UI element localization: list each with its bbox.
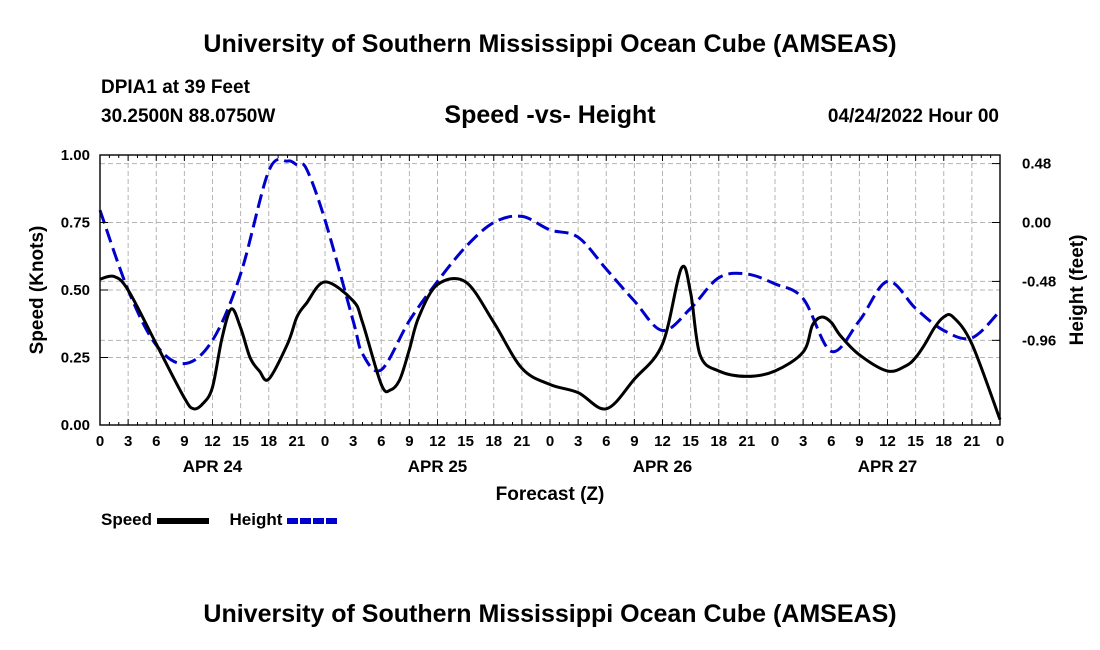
x-tick-label: 6	[377, 433, 385, 450]
grid-layer	[100, 155, 1000, 425]
x-tick-label: 12	[429, 433, 446, 450]
y2-tick-label: -0.96	[1022, 332, 1056, 349]
x-tick-label: 21	[964, 433, 981, 450]
legend-label-height: Height	[229, 510, 283, 529]
y-axis-label: Speed (Knots)	[27, 226, 48, 355]
page-title: University of Southern Mississippi Ocean…	[203, 30, 897, 58]
x-tick-label: 0	[321, 433, 329, 450]
x-tick-label: 6	[827, 433, 835, 450]
x-tick-label: 0	[771, 433, 779, 450]
day-label: APR 24	[183, 457, 243, 476]
x-tick-label: 0	[96, 433, 104, 450]
series-layer	[98, 157, 1002, 421]
x-tick-label: 3	[349, 433, 357, 450]
x-tick-label: 21	[289, 433, 306, 450]
x-tick-label: 18	[710, 433, 727, 450]
legend: Speed Height	[101, 510, 340, 530]
legend-item-speed: Speed	[101, 510, 226, 529]
x-tick-label: 18	[935, 433, 952, 450]
speed-height-chart: 0 3 6 9 12 15 18 21 0 3 6 9 12 15 18 21 0 3 6 9 12 15 18 21 0 3 6 9…	[27, 147, 1088, 505]
footer-title: University of Southern Mississippi Ocean…	[203, 600, 897, 628]
x-tick-label: 6	[152, 433, 160, 450]
x-tick-label: 3	[124, 433, 132, 450]
legend-item-height: Height	[230, 510, 340, 529]
x-axis-label: Forecast (Z)	[496, 484, 605, 505]
x-tick-label: 12	[654, 433, 671, 450]
x-tick-label: 21	[514, 433, 531, 450]
x-tick-label: 15	[232, 433, 249, 450]
day-label: APR 27	[858, 457, 918, 476]
x-tick-label: 18	[485, 433, 502, 450]
legend-label-speed: Speed	[101, 510, 153, 529]
day-label: APR 26	[633, 457, 693, 476]
y-tick-label: 0.00	[61, 417, 90, 434]
x-tick-label: 18	[260, 433, 277, 450]
x-tick-label: 9	[855, 433, 863, 450]
y2-tick-label: 0.00	[1022, 215, 1051, 232]
series-line-height	[98, 157, 1002, 373]
y2-axis-label: Height (feet)	[1067, 235, 1088, 346]
x-tick-label: 9	[630, 433, 638, 450]
x-tick-label: 9	[180, 433, 188, 450]
x-tick-label: 6	[602, 433, 610, 450]
x-tick-label: 3	[799, 433, 807, 450]
y2-tick-label: 0.48	[1022, 156, 1051, 173]
station-label: DPIA1 at 39 Feet	[101, 77, 250, 98]
x-tick-label: 21	[739, 433, 756, 450]
y-tick-label: 1.00	[61, 147, 90, 164]
x-tick-label: 15	[457, 433, 474, 450]
x-tick-label: 12	[879, 433, 896, 450]
x-tick-label: 15	[682, 433, 699, 450]
x-tick-label: 3	[574, 433, 582, 450]
y2-tick-label: -0.48	[1022, 273, 1056, 290]
y-tick-label: 0.25	[61, 350, 90, 367]
x-tick-label: 9	[405, 433, 413, 450]
legend-swatch-height	[287, 517, 340, 524]
chart-title: Speed -vs- Height	[444, 101, 656, 129]
y-tick-label: 0.50	[61, 282, 90, 299]
x-tick-label: 15	[907, 433, 924, 450]
x-tick-label: 0	[996, 433, 1004, 450]
y-tick-label: 0.75	[61, 215, 90, 232]
axis-layer: 0 3 6 9 12 15 18 21 0 3 6 9 12 15 18 21 0 3 6 9 12 15 18 21 0 3 6 9…	[61, 147, 1056, 476]
x-tick-label: 0	[546, 433, 554, 450]
series-line-speed	[99, 264, 1002, 421]
day-label: APR 25	[408, 457, 468, 476]
date-label: 04/24/2022 Hour 00	[827, 106, 999, 127]
x-tick-label: 12	[204, 433, 221, 450]
location-label: 30.2500N 88.0750W	[101, 106, 276, 127]
legend-swatch-speed	[156, 517, 209, 524]
